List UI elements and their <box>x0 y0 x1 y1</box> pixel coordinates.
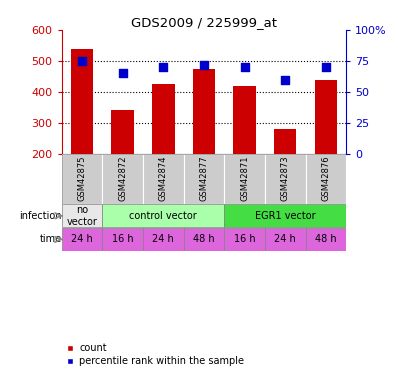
Bar <box>71 49 93 154</box>
Text: GSM42872: GSM42872 <box>118 155 127 201</box>
Bar <box>306 228 346 251</box>
Bar <box>265 228 306 251</box>
Text: 24 h: 24 h <box>71 234 93 244</box>
Text: 24 h: 24 h <box>152 234 174 244</box>
Bar <box>143 228 183 251</box>
Bar <box>152 84 174 154</box>
Text: GSM42874: GSM42874 <box>159 155 168 201</box>
Bar <box>62 154 102 204</box>
Text: no
vector: no vector <box>66 205 98 226</box>
Bar <box>306 154 346 204</box>
Text: GSM42873: GSM42873 <box>281 155 290 201</box>
Bar <box>143 154 183 204</box>
Text: 48 h: 48 h <box>193 234 215 244</box>
Text: EGR1 vector: EGR1 vector <box>255 211 316 221</box>
Point <box>79 58 85 64</box>
Bar <box>102 204 224 227</box>
Bar <box>224 204 346 227</box>
Text: infection: infection <box>20 211 62 221</box>
Point <box>160 64 166 70</box>
Bar <box>265 154 306 204</box>
Point <box>119 70 126 76</box>
Text: time: time <box>40 234 62 244</box>
Text: GSM42871: GSM42871 <box>240 155 249 201</box>
Text: 48 h: 48 h <box>315 234 337 244</box>
Bar <box>224 154 265 204</box>
Bar <box>193 69 215 154</box>
Bar <box>183 228 224 251</box>
Bar <box>102 228 143 251</box>
Text: GSM42876: GSM42876 <box>322 155 330 201</box>
Legend: count, percentile rank within the sample: count, percentile rank within the sample <box>66 344 244 366</box>
Bar <box>183 154 224 204</box>
Bar <box>62 228 102 251</box>
Text: control vector: control vector <box>129 211 197 221</box>
Bar <box>315 80 337 154</box>
Bar <box>224 228 265 251</box>
Bar <box>62 204 102 227</box>
Text: 24 h: 24 h <box>274 234 296 244</box>
Point <box>201 62 207 68</box>
Bar <box>111 110 134 154</box>
Text: GSM42877: GSM42877 <box>199 155 209 201</box>
Point <box>242 64 248 70</box>
Title: GDS2009 / 225999_at: GDS2009 / 225999_at <box>131 16 277 29</box>
Bar <box>102 154 143 204</box>
Text: GSM42875: GSM42875 <box>78 155 86 201</box>
Text: 16 h: 16 h <box>112 234 133 244</box>
Point <box>282 77 289 83</box>
Bar <box>274 129 297 154</box>
Bar <box>234 86 256 154</box>
Text: 16 h: 16 h <box>234 234 256 244</box>
Point <box>323 64 329 70</box>
